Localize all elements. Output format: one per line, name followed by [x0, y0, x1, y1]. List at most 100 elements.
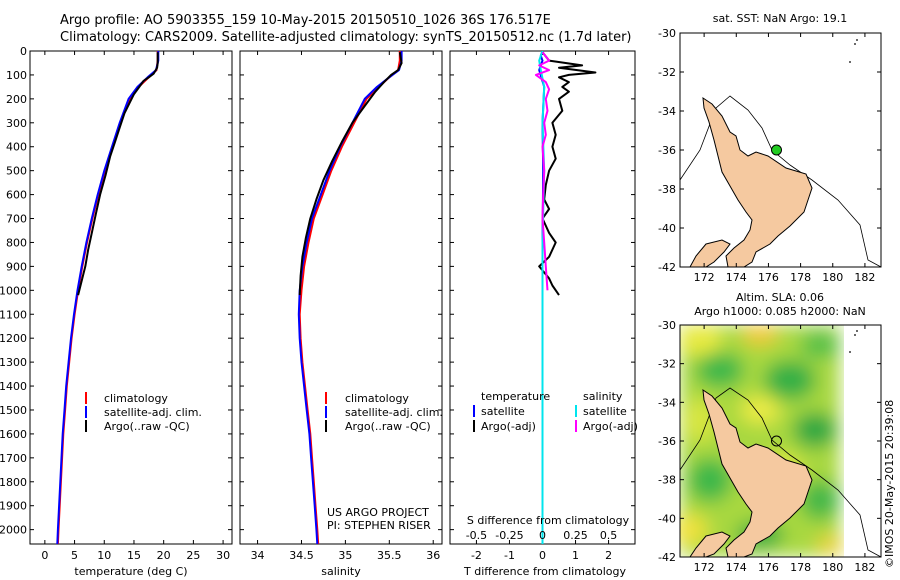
y-tick-label: 500 — [6, 165, 27, 178]
temperature-legend: climatology satellite-adj. clim. Argo(..… — [85, 392, 202, 433]
x-tick-label: 0 — [41, 549, 48, 562]
y-tick-label: 1800 — [0, 476, 27, 489]
map-y-tick-label: -34 — [658, 105, 676, 118]
x-tick-label: 15 — [127, 549, 141, 562]
x-tick-label: 20 — [157, 549, 171, 562]
x-tick-label: 34 — [251, 549, 265, 562]
map-x-tick-label: 180 — [822, 561, 843, 574]
sla-map-field — [680, 325, 881, 557]
legend-satellite: satellite-adj. clim. — [104, 406, 202, 419]
salinity-depth-ticks — [240, 50, 442, 531]
x-tick-label: 35.5 — [377, 549, 402, 562]
shelf-contour — [680, 95, 881, 267]
series-argo-raw-qc — [77, 52, 159, 296]
y-tick-label: 2000 — [0, 524, 27, 537]
x-tick-label: 34.5 — [289, 549, 314, 562]
y-tick-label: 1600 — [0, 428, 27, 441]
salinity-xlabel: salinity — [321, 565, 361, 578]
map-y-tick-label: -42 — [658, 551, 676, 564]
series-climatology — [298, 51, 401, 544]
salinity-x-axis: 34 34.5 35 35.5 36 — [251, 51, 440, 562]
island-dot — [856, 330, 858, 332]
s-difference-title: S difference from climatology — [467, 514, 630, 527]
map-x-tick-label: 174 — [726, 561, 747, 574]
salinity-series — [297, 51, 403, 544]
island-dot — [854, 334, 856, 336]
map-x-tick-label: 176 — [758, 271, 779, 284]
salinity-panel-frame — [239, 50, 443, 545]
y-tick-label: 400 — [6, 141, 27, 154]
series-salinity-satellite — [538, 51, 546, 544]
map-y-tick-label: -32 — [658, 358, 676, 371]
island-dot — [854, 43, 856, 45]
y-tick-label: 900 — [6, 260, 27, 273]
x-tick-label: -1 — [504, 549, 515, 562]
map-y-tick-label: -30 — [658, 27, 676, 40]
x-tick-label: 5 — [71, 549, 78, 562]
x-tick-label: 2 — [605, 549, 612, 562]
map-y-tick-label: -38 — [658, 183, 676, 196]
sla-argo-float-marker — [771, 435, 782, 447]
x-tick-label: 0 — [539, 549, 546, 562]
x-tick-label: 1 — [572, 549, 579, 562]
y-tick-label: 1900 — [0, 500, 27, 513]
map-x-tick-label: 182 — [854, 271, 875, 284]
map-y-tick-label: -34 — [658, 396, 676, 409]
y-tick-label: 1500 — [0, 404, 27, 417]
difference-x-axis: -2 -1 0 1 2 — [471, 51, 612, 562]
sla-shelf-contour — [680, 387, 881, 557]
island-dot — [856, 39, 858, 41]
sst-map-geography — [680, 39, 881, 267]
depth-axis: 0 100 200 300 400 500 600 700 800 900 1000 1100 1200… — [0, 45, 232, 537]
legend-t-satellite: satellite — [481, 405, 525, 418]
series-argo-raw-qc — [298, 52, 403, 296]
sst-map-axes: 172 174 176 178 180 182 -30 -32 -34 -36 -38 -40 -42 — [658, 27, 881, 284]
s-axis-label: 0 — [539, 529, 546, 542]
map-x-tick-label: 172 — [694, 561, 715, 574]
map-y-tick-label: -36 — [658, 435, 676, 448]
temperature-xlabel: temperature (deg C) — [74, 565, 187, 578]
map-y-tick-label: -40 — [658, 222, 676, 235]
y-tick-label: 0 — [20, 45, 27, 58]
imos-credit: ©IMOS 20-May-2015 20:39:08 — [883, 400, 896, 568]
y-tick-label: 100 — [6, 69, 27, 82]
y-tick-label: 1000 — [0, 284, 27, 297]
sst-map-title: sat. SST: NaN Argo: 19.1 — [713, 12, 847, 25]
legend-salinity-header: salinity — [583, 390, 623, 403]
map-x-tick-label: 182 — [854, 561, 875, 574]
y-tick-label: 200 — [6, 93, 27, 106]
legend-s-argo: Argo(-adj) — [583, 420, 638, 433]
series-temperature-argo-adj — [538, 51, 597, 296]
legend-satellite: satellite-adj. clim. — [345, 406, 443, 419]
y-tick-label: 1200 — [0, 332, 27, 345]
map-x-tick-label: 178 — [790, 561, 811, 574]
difference-depth-ticks — [450, 50, 635, 531]
y-tick-label: 300 — [6, 117, 27, 130]
new-zealand-north-island — [702, 96, 813, 267]
x-tick-label: 35 — [338, 549, 352, 562]
s-axis-label: 0.5 — [600, 529, 618, 542]
map-y-tick-label: -40 — [658, 512, 676, 525]
x-tick-label: 10 — [97, 549, 111, 562]
x-tick-label: -2 — [471, 549, 482, 562]
map-y-tick-label: -42 — [658, 261, 676, 274]
sla-map-axes: 172 174 176 178 180 182 -30 -32 -34 -36 -38 -40 -42 — [658, 319, 881, 574]
y-tick-label: 800 — [6, 236, 27, 249]
salinity-legend: climatology satellite-adj. clim. Argo(..… — [325, 392, 443, 433]
s-difference-axis-labels: -0.5 -0.25 0 0.25 0.5 — [466, 529, 618, 542]
map-y-tick-label: -36 — [658, 144, 676, 157]
map-y-tick-label: -38 — [658, 474, 676, 487]
y-tick-label: 700 — [6, 213, 27, 226]
x-tick-label: 30 — [216, 549, 230, 562]
legend-argo: Argo(..raw -QC) — [345, 420, 431, 433]
sla-heatmap — [680, 325, 844, 557]
difference-legend: temperature salinity satellite Argo(-adj… — [473, 390, 638, 433]
map-y-tick-label: -30 — [658, 319, 676, 332]
y-tick-label: 1700 — [0, 452, 27, 465]
sla-new-zealand-south-island — [689, 531, 731, 557]
pi-credit: PI: STEPHEN RISER — [327, 519, 431, 532]
legend-temperature-header: temperature — [481, 390, 550, 403]
legend-t-argo: Argo(-adj) — [481, 420, 536, 433]
difference-series — [534, 51, 597, 544]
figure-title-line1: Argo profile: AO 5903355_159 10-May-2015… — [60, 13, 551, 28]
